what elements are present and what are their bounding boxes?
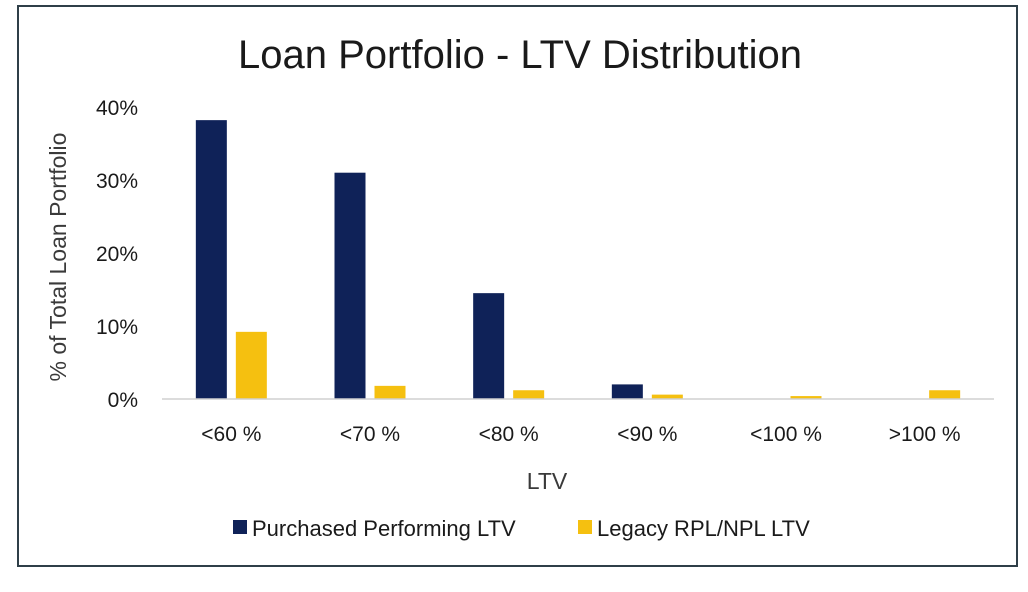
bars-group [195, 120, 961, 399]
legend-swatch-legacy [578, 520, 592, 534]
x-tick-label: <60 % [201, 423, 261, 446]
x-tick-label: <80 % [479, 423, 539, 446]
legend-label-legacy: Legacy RPL/NPL LTV [597, 516, 810, 541]
x-tick-label: <90 % [617, 423, 677, 446]
bar-series-0-1 [334, 172, 366, 399]
y-tick-label: 30% [96, 170, 138, 193]
y-tick-label: 0% [108, 389, 138, 412]
bar-series-1-0 [235, 331, 267, 399]
bar-series-1-1 [374, 385, 406, 399]
y-tick-label: 20% [96, 243, 138, 266]
y-tick-label: 40% [96, 97, 138, 120]
y-axis-ticks: 0% 10% 20% 30% 40% [96, 97, 138, 412]
bar-series-0-0 [195, 120, 227, 399]
x-axis-label: LTV [527, 468, 568, 494]
x-tick-label: <100 % [750, 423, 822, 446]
bar-series-0-2 [473, 293, 505, 399]
legend-label-purchased: Purchased Performing LTV [252, 516, 516, 541]
legend: Purchased Performing LTV Legacy RPL/NPL … [233, 516, 810, 541]
x-axis-ticks: <60 % <70 % <80 % <90 % <100 % >100 % [201, 423, 960, 446]
chart-title: Loan Portfolio - LTV Distribution [238, 33, 802, 77]
x-tick-label: >100 % [889, 423, 961, 446]
bar-series-1-3 [651, 394, 683, 399]
x-tick-label: <70 % [340, 423, 400, 446]
y-tick-label: 10% [96, 316, 138, 339]
legend-swatch-purchased [233, 520, 247, 534]
bar-series-1-5 [929, 390, 961, 399]
y-axis-label: % of Total Loan Portfolio [45, 133, 71, 382]
chart-frame [17, 5, 1018, 567]
bar-series-0-3 [611, 384, 643, 399]
bar-series-1-2 [513, 390, 545, 399]
bar-series-1-4 [790, 396, 822, 399]
